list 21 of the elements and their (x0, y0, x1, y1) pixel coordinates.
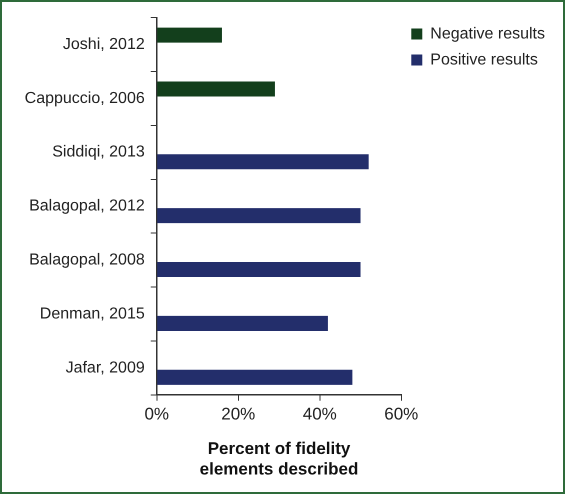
legend-label: Positive results (430, 51, 538, 68)
bar (157, 262, 361, 278)
x-axis-title: Percent of fidelity elements described (200, 439, 358, 478)
y-tick-label: Jafar, 2009 (66, 359, 145, 376)
x-tick-label: 20% (221, 404, 256, 424)
bar (157, 154, 369, 170)
legend-label: Negative results (430, 25, 545, 42)
y-tick-label: Denman, 2015 (40, 305, 145, 322)
bar (157, 370, 352, 385)
bar (157, 316, 328, 331)
bar (157, 208, 361, 224)
x-tick-label: 40% (302, 404, 337, 424)
x-tick-label: 0% (144, 404, 170, 424)
y-tick-label: Balagopal, 2008 (29, 251, 145, 268)
y-tick-label: Cappuccio, 2006 (24, 90, 145, 107)
bar (157, 81, 275, 97)
x-tick-label: 60% (384, 404, 418, 424)
y-tick-label: Siddiqi, 2013 (52, 144, 145, 161)
bar (157, 28, 222, 43)
y-tick-label: Balagopal, 2012 (29, 198, 145, 215)
y-tick-label: Joshi, 2012 (62, 36, 145, 53)
